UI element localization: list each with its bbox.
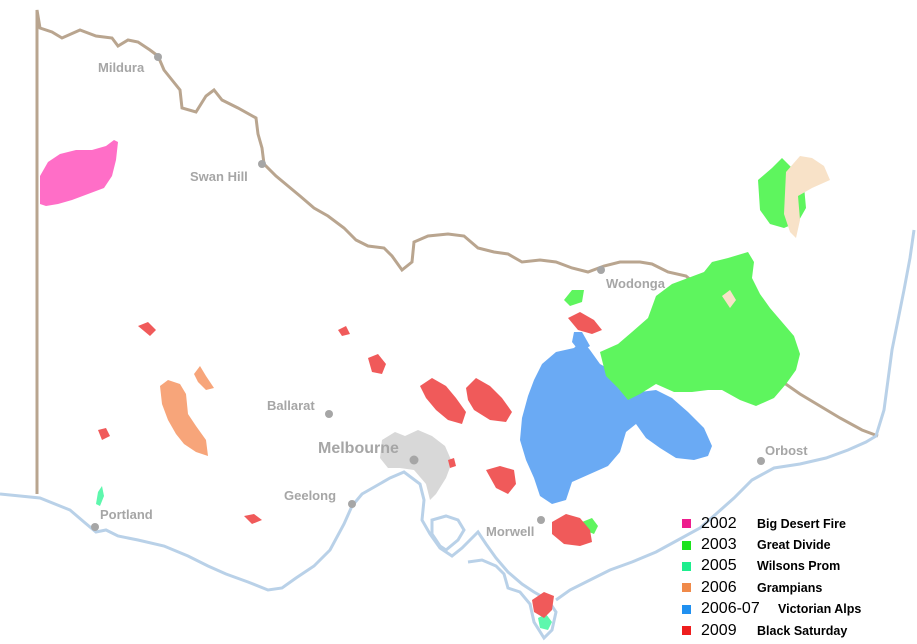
fire-grampians-2006-b: [194, 366, 214, 390]
city-label: Mildura: [98, 60, 145, 75]
city-label: Orbost: [765, 443, 808, 458]
city-dot: [154, 53, 162, 61]
fire-victorian-alps-2006-07: [520, 340, 712, 504]
fire-nsw-beige-small: [722, 290, 736, 308]
city-geelong: Geelong: [284, 488, 356, 508]
legend-name: Victorian Alps: [778, 602, 862, 617]
legend-year: 2002: [701, 514, 737, 532]
fire-black-saturday-2009-c: [368, 354, 386, 374]
legend-name: Grampians: [757, 580, 823, 595]
fire-black-saturday-2009-d: [486, 466, 516, 494]
legend-swatch: [682, 561, 691, 571]
fire-black-saturday-2009-f: [568, 312, 602, 334]
fire-victorian-alps-2006-07-north: [572, 332, 590, 352]
city-dot: [91, 523, 99, 531]
city-dot: [325, 410, 333, 418]
city-swan-hill: Swan Hill: [190, 160, 266, 184]
legend-swatch: [682, 540, 691, 550]
fire-black-saturday-2009-a: [420, 378, 466, 424]
city-label: Morwell: [486, 524, 534, 539]
city-label: Portland: [100, 507, 153, 522]
legend-name: Big Desert Fire: [757, 516, 846, 531]
legend-name: Wilsons Prom: [757, 559, 841, 574]
fire-great-divide-2003: [600, 252, 800, 406]
city-mildura: Mildura: [98, 53, 162, 75]
city-melbourne: Melbourne: [318, 440, 419, 465]
legend-year: 2003: [701, 536, 737, 554]
melbourne-metro-area: [380, 430, 452, 500]
city-label: Ballarat: [267, 398, 315, 413]
city-wodonga: Wodonga: [597, 266, 666, 291]
city-dot: [409, 455, 419, 465]
city-orbost: Orbost: [757, 443, 808, 465]
fire-nsw-beige: [784, 156, 830, 238]
legend-name: Great Divide: [757, 538, 831, 553]
city-dot: [757, 457, 765, 465]
city-dot: [537, 516, 545, 524]
legend-name: Black Saturday: [757, 623, 848, 638]
map-legend: 2002 Big Desert Fire 2003 Great Divide 2…: [682, 513, 914, 641]
legend-item-2009: 2009 Black Saturday: [682, 620, 914, 641]
fire-big-desert-2002: [40, 140, 118, 206]
legend-swatch: [682, 626, 691, 636]
city-label: Geelong: [284, 488, 336, 503]
city-portland: Portland: [91, 507, 153, 531]
coastline: [0, 229, 916, 641]
fire-black-saturday-2009-i: [98, 428, 110, 440]
port-phillip-bay: [430, 514, 466, 552]
legend-swatch: [682, 583, 691, 593]
legend-item-2002: 2002 Big Desert Fire: [682, 513, 914, 534]
legend-year: 2006-07: [701, 600, 760, 618]
fire-wilsons-prom-2005: [96, 486, 104, 506]
fire-black-saturday-2009-l: [448, 458, 456, 468]
city-ballarat: Ballarat: [267, 398, 333, 418]
legend-swatch: [682, 519, 691, 529]
fire-black-saturday-2009-j: [244, 514, 262, 524]
fire-black-saturday-2009-b: [466, 378, 512, 422]
legend-item-2005: 2005 Wilsons Prom: [682, 556, 914, 577]
fire-black-saturday-2009-h: [338, 326, 350, 336]
legend-item-2006-07: 2006-07 Victorian Alps: [682, 599, 914, 620]
city-label: Melbourne: [318, 440, 399, 457]
city-dot: [597, 266, 605, 274]
city-label: Swan Hill: [190, 169, 248, 184]
legend-year: 2006: [701, 578, 737, 596]
fire-black-saturday-2009-g: [138, 322, 156, 336]
legend-swatch: [682, 604, 691, 614]
fire-wilsons-prom-2005-south: [538, 614, 552, 630]
legend-item-2003: 2003 Great Divide: [682, 534, 914, 555]
fire-black-saturday-2009-e: [552, 514, 592, 546]
city-dot: [348, 500, 356, 508]
fire-great-divide-2003-small: [564, 290, 584, 306]
city-morwell: Morwell: [486, 516, 545, 539]
city-label: Wodonga: [606, 276, 666, 291]
legend-year: 2005: [701, 557, 737, 575]
city-dot: [258, 160, 266, 168]
fire-grampians-2006: [160, 380, 208, 456]
legend-item-2006: 2006 Grampians: [682, 577, 914, 598]
legend-year: 2009: [701, 621, 737, 639]
fire-black-saturday-2009-k: [532, 592, 554, 618]
